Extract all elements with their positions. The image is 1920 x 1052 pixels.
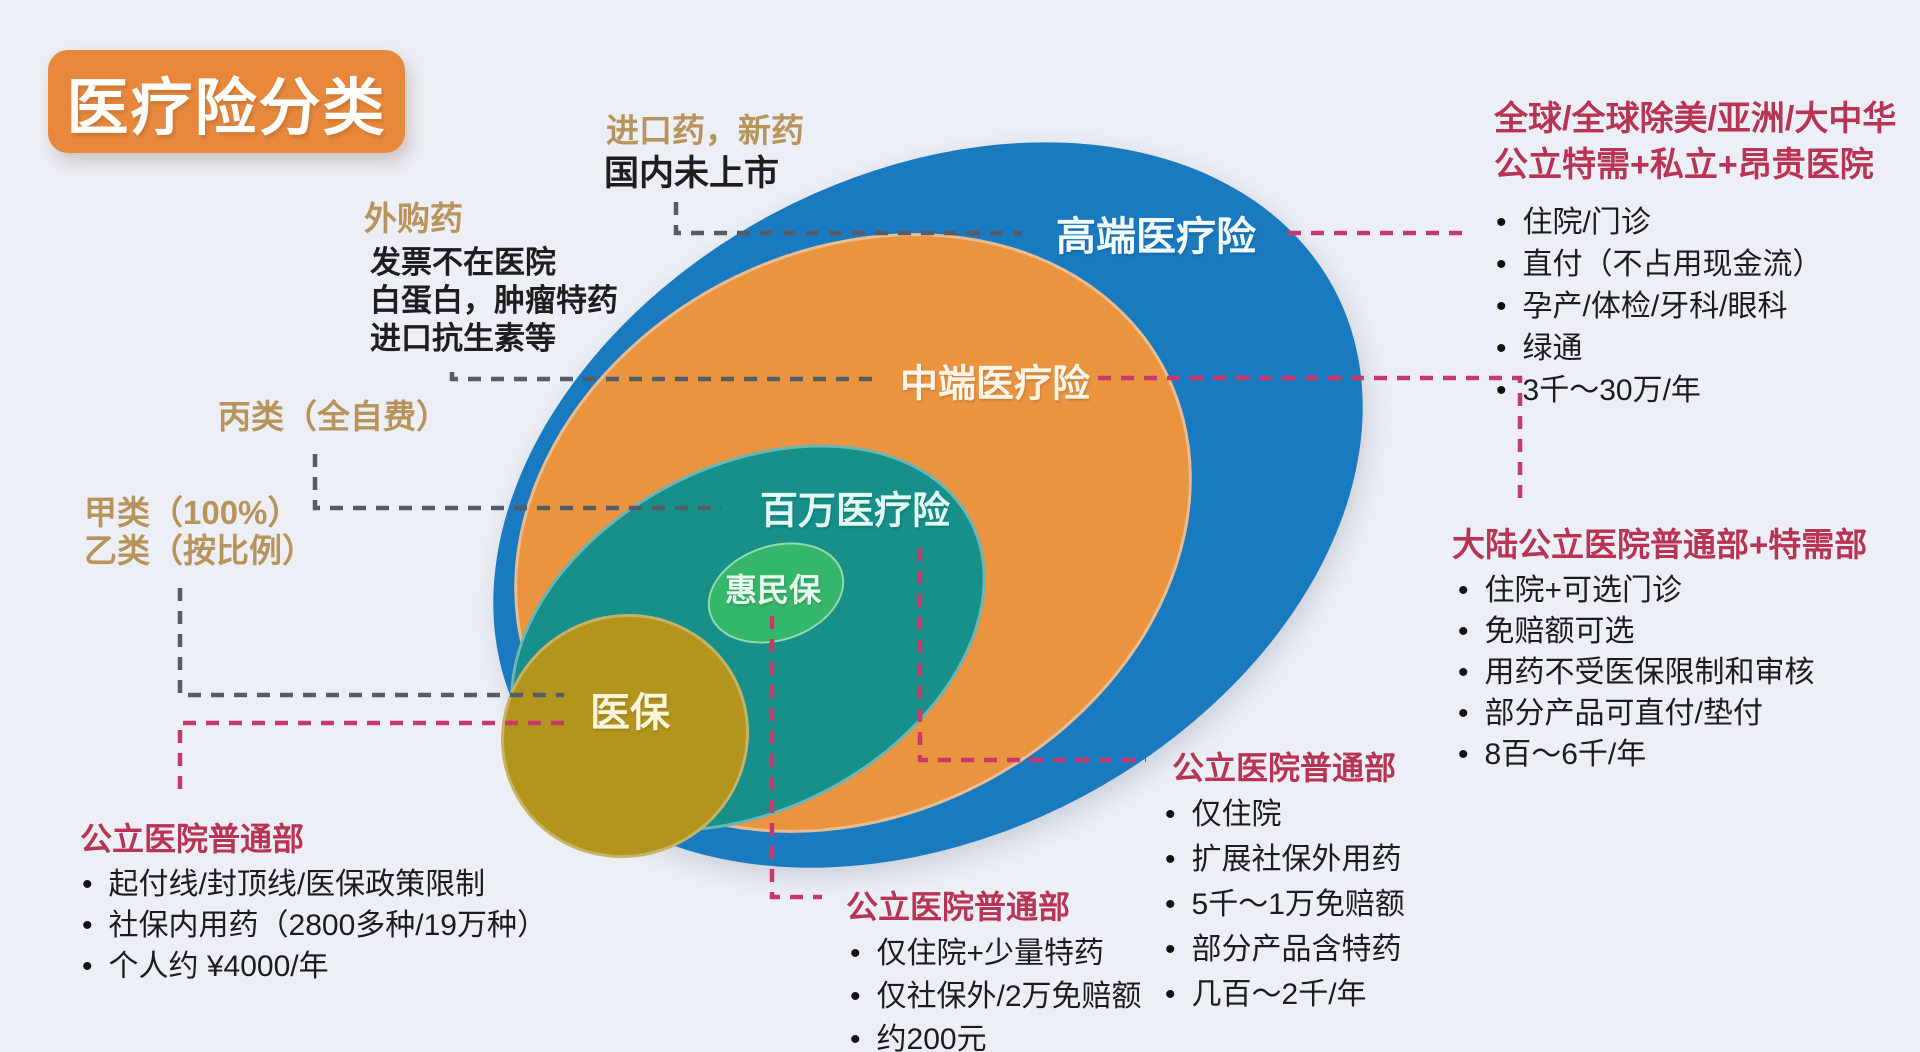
block-top-right-header: 全球/全球除美/亚洲/大中华 公立特需+私立+昂贵医院	[1494, 96, 1896, 188]
annotation-imported-drugs-title: 进口药，新药	[606, 112, 804, 149]
annotation-class-c: 丙类（全自费）	[218, 398, 449, 435]
annotation-external-drugs-line: 发票不在医院	[370, 245, 556, 280]
connector-class-ab-to-shebao	[177, 588, 564, 698]
list-item: 住院+可选门诊	[1458, 570, 1815, 611]
list-item: 社保内用药（2800多种/19万种）	[82, 905, 547, 946]
label-huiminbao: 惠民保	[724, 572, 822, 608]
list-item: 用药不受医保限制和审核	[1458, 652, 1815, 693]
annotation-external-drugs-line: 进口抗生素等	[370, 321, 556, 356]
list-item: 仅住院+少量特药	[850, 932, 1142, 975]
list-item: 免赔额可选	[1458, 611, 1815, 652]
list-item: 仅社保外/2万免赔额	[850, 975, 1142, 1018]
list-item: 约200元	[850, 1018, 1142, 1052]
list-item: 部分产品含特药	[1165, 927, 1405, 972]
list-item: 仅住院	[1165, 792, 1405, 837]
annotation-class-b: 乙类（按比例）	[84, 532, 315, 569]
label-million-medical: 百万医疗险	[759, 490, 951, 533]
list-item: 扩展社保外用药	[1165, 837, 1405, 882]
connector-mid-to-right-block	[1098, 375, 1523, 506]
list-item: 8百～6千/年	[1458, 734, 1815, 775]
list-item: 住院/门诊	[1496, 202, 1823, 244]
label-shebao: 医保	[590, 691, 670, 735]
label-mid-medical: 中端医疗险	[899, 363, 1091, 406]
annotation-external-drugs-line: 白蛋白，肿瘤特药	[370, 283, 618, 318]
connector-shebao-to-bottom-left-block	[177, 720, 564, 792]
block-right-list: 住院+可选门诊 免赔额可选 用药不受医保限制和审核 部分产品可直付/垫付 8百～…	[1458, 570, 1815, 775]
list-item: 绿通	[1496, 328, 1823, 370]
label-premium-medical: 高端医疗险	[1056, 215, 1256, 259]
block-top-right-header-line1: 全球/全球除美/亚洲/大中华	[1494, 100, 1897, 138]
list-item: 起付线/封顶线/医保政策限制	[82, 864, 547, 905]
connector-huiminbao-to-bottom-center-block	[769, 616, 822, 900]
list-item: 部分产品可直付/垫付	[1458, 693, 1815, 734]
block-top-right-list: 住院/门诊 直付（不占用现金流） 孕产/体检/牙科/眼科 绿通 3千～30万/年	[1496, 202, 1823, 412]
list-item: 个人约 ¥4000/年	[82, 946, 547, 987]
block-right-header: 大陆公立医院普通部+特需部	[1452, 526, 1868, 563]
block-bottom-left-list: 起付线/封顶线/医保政策限制 社保内用药（2800多种/19万种） 个人约 ¥4…	[82, 864, 547, 987]
list-item: 直付（不占用现金流）	[1496, 244, 1823, 286]
annotation-external-drugs-title: 外购药	[364, 200, 463, 237]
block-bottom-center-header: 公立医院普通部	[846, 889, 1071, 925]
connector-external-drugs-to-mid	[449, 372, 876, 382]
connector-imported-drugs-to-premium	[673, 202, 1022, 236]
block-bottom-right-list: 仅住院 扩展社保外用药 5千～1万免赔额 部分产品含特药 几百～2千/年	[1165, 792, 1405, 1017]
list-item: 孕产/体检/牙科/眼科	[1496, 286, 1823, 328]
list-item: 5千～1万免赔额	[1165, 882, 1405, 927]
block-top-right-header-line2: 公立特需+私立+昂贵医院	[1494, 146, 1874, 184]
annotation-class-a: 甲类（100%）	[84, 494, 301, 531]
annotation-imported-drugs-line: 国内未上市	[604, 154, 780, 193]
page-title-box: 医疗险分类	[48, 50, 405, 153]
block-bottom-left-header: 公立医院普通部	[80, 821, 305, 857]
page-title: 医疗险分类	[66, 73, 387, 143]
list-item: 几百～2千/年	[1165, 972, 1405, 1017]
block-bottom-center-list: 仅住院+少量特药 仅社保外/2万免赔额 约200元	[850, 932, 1142, 1052]
connector-million-to-bottom-right-block	[917, 548, 1146, 763]
connector-class-c-to-million	[312, 454, 722, 511]
list-item: 3千～30万/年	[1496, 370, 1823, 412]
block-bottom-right-header: 公立医院普通部	[1172, 750, 1397, 786]
